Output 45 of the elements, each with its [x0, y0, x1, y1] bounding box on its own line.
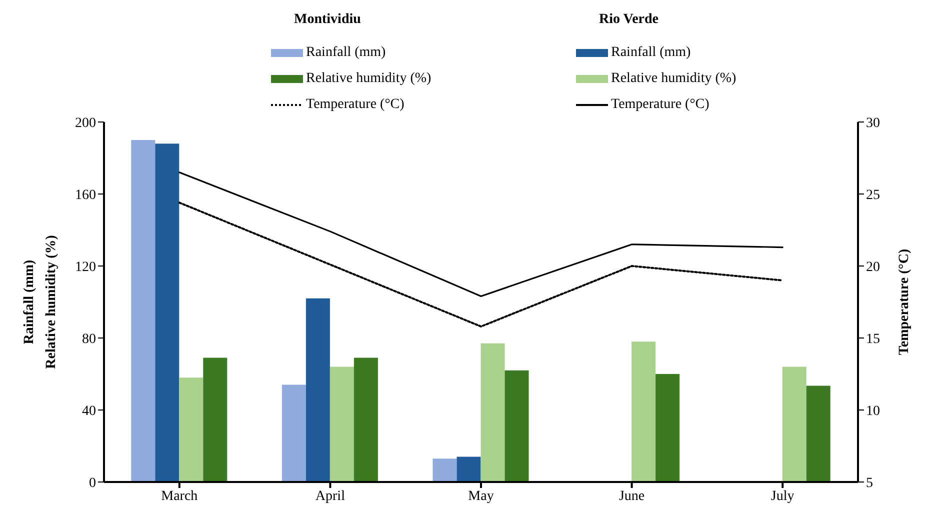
x-tick-label: June [618, 488, 645, 504]
line-series [178, 172, 784, 298]
legend-label: Relative humidity (%) [611, 71, 736, 87]
y-tick-label: 160 [75, 188, 96, 203]
legend-label: Temperature (°C) [611, 97, 710, 113]
bar [282, 384, 306, 482]
bar [504, 370, 529, 482]
bar [179, 378, 204, 482]
y-tick-label: 40 [82, 404, 96, 419]
x-tick-label: July [770, 488, 794, 504]
legend-label: Temperature (°C) [306, 97, 404, 113]
y2-tick-label: 15 [866, 332, 880, 347]
x-tick-label: May [468, 488, 494, 504]
y-tick-label: 120 [75, 260, 96, 275]
bar [131, 140, 156, 482]
y-tick-label: 80 [82, 332, 96, 347]
text: Rio Verde [599, 12, 660, 29]
y2-tick-label: 20 [866, 260, 880, 275]
bar [656, 374, 680, 482]
bar [480, 343, 505, 482]
bar [456, 456, 481, 482]
bar [203, 358, 228, 482]
text: Montividiu [294, 12, 362, 29]
legend-label: Relative humidity (%) [306, 71, 432, 87]
x-tick-label: April [315, 488, 346, 504]
y-tick-label: 200 [75, 116, 96, 131]
bar [306, 298, 330, 482]
y2-tick-label: 30 [866, 116, 880, 131]
line-series [178, 202, 784, 328]
y2-tick-label: 5 [866, 476, 873, 491]
legend-label: Rainfall (mm) [611, 45, 691, 61]
bar [632, 342, 656, 482]
bar [330, 366, 354, 482]
bar [806, 386, 830, 482]
y2-tick-label: 25 [866, 188, 880, 203]
y2-axis-title: Temperature (°C) [897, 248, 912, 356]
bar [782, 366, 806, 482]
legend-label: Rainfall (mm) [306, 45, 386, 61]
bar [354, 358, 378, 482]
y-tick-label: 0 [89, 476, 96, 491]
bar [432, 458, 457, 482]
bar [155, 144, 180, 482]
y2-tick-label: 10 [866, 404, 880, 419]
y-axis-title: Rainfall (mm) Relative humidity (%) [22, 234, 59, 369]
x-tick-label: March [161, 488, 198, 504]
